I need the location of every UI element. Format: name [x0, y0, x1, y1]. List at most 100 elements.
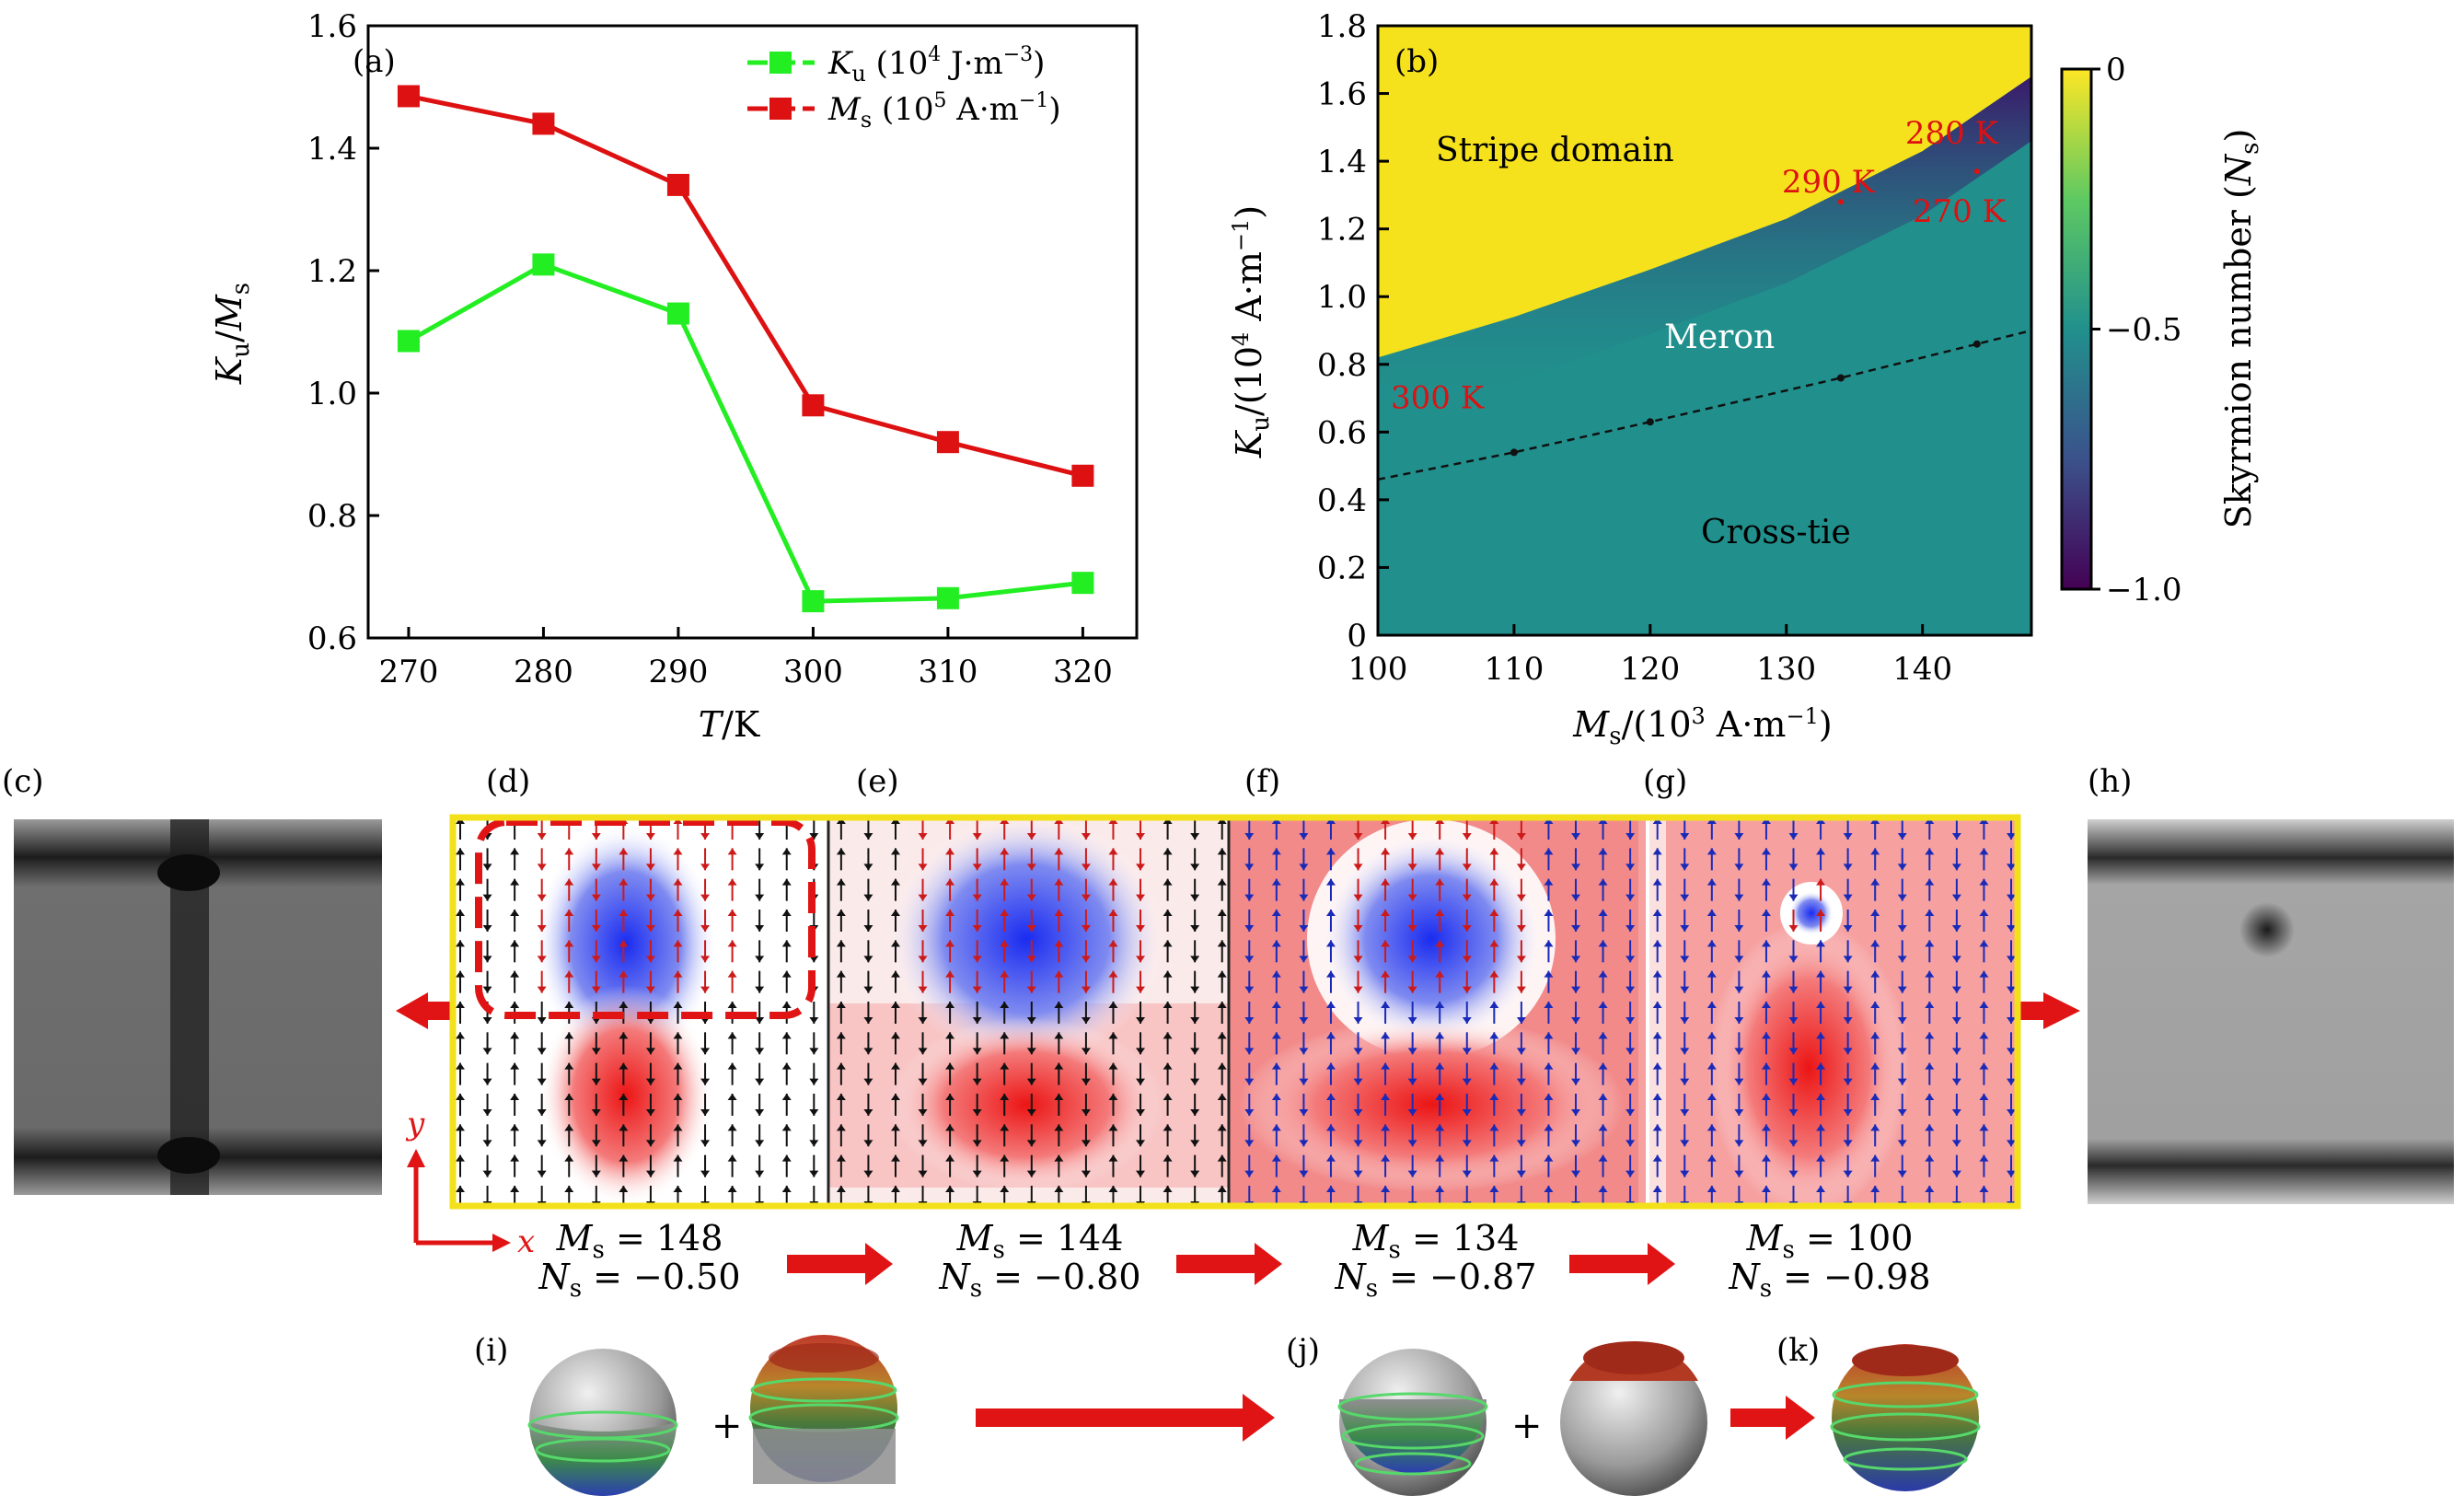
field-arrowhead — [1652, 1062, 1662, 1070]
field-arrowhead — [456, 1032, 465, 1039]
field-arrowhead — [755, 1078, 765, 1085]
field-arrowhead — [1108, 1062, 1118, 1070]
field-arrowhead — [1544, 970, 1554, 978]
field-arrowhead — [1217, 1062, 1227, 1070]
field-arrowhead — [619, 1186, 629, 1192]
field-arrowhead — [1870, 1002, 1880, 1008]
field-arrowhead — [2007, 1170, 2016, 1177]
field-arrowhead — [1462, 864, 1472, 871]
field-arrowhead — [727, 848, 737, 855]
field-arrowhead — [645, 925, 655, 932]
panel-label-e: (e) — [856, 763, 899, 800]
field-arrowhead — [1516, 1170, 1526, 1177]
field-arrowhead — [1299, 1048, 1309, 1055]
field-arrowhead — [564, 970, 574, 978]
b-ytick-label: 0 — [1347, 618, 1367, 655]
field-arrowhead — [1625, 1140, 1636, 1147]
field-arrowhead — [1489, 970, 1499, 978]
field-arrowhead — [700, 833, 711, 840]
field-arrowhead — [1462, 1170, 1472, 1177]
field-arrowhead — [755, 833, 765, 840]
field-arrowhead — [1163, 1124, 1173, 1131]
field-arrowhead — [564, 1032, 574, 1039]
field-arrowhead — [1108, 970, 1118, 978]
field-arrowhead — [1244, 894, 1255, 901]
field-arrowhead — [673, 910, 683, 916]
field-arrowhead — [1870, 970, 1880, 978]
field-arrowhead — [1489, 1094, 1499, 1100]
field-arrowhead — [673, 970, 683, 978]
field-arrowhead — [1325, 1032, 1336, 1039]
field-arrowhead — [836, 848, 846, 855]
a-point-s0-3 — [802, 590, 825, 613]
field-arrowhead — [1571, 1078, 1581, 1085]
a-point-s1-4 — [936, 431, 959, 454]
field-arrowhead — [1680, 894, 1690, 901]
field-arrowhead — [1462, 1048, 1472, 1055]
field-arrowhead — [1108, 1032, 1118, 1039]
field-arrowhead — [945, 1062, 955, 1070]
a-point-s1-2 — [666, 173, 689, 196]
field-arrowhead — [972, 1140, 982, 1147]
field-arrowhead — [1244, 1048, 1255, 1055]
a-point-s0-2 — [666, 302, 689, 325]
field-arrowhead — [836, 1002, 846, 1008]
arrow-f-g — [1569, 1243, 1675, 1285]
field-arrowhead — [918, 894, 928, 901]
field-arrowhead — [1571, 864, 1581, 871]
field-arrowhead — [456, 1094, 465, 1100]
field-arrowhead — [1489, 1124, 1499, 1131]
field-arrowhead — [809, 1078, 819, 1085]
field-arrowhead — [809, 833, 819, 840]
field-arrowhead — [1435, 970, 1445, 978]
field-arrowhead — [1081, 1017, 1091, 1024]
field-arrowhead — [1325, 1154, 1336, 1162]
field-arrowhead — [1816, 848, 1826, 855]
field-arrowhead — [1026, 1048, 1036, 1055]
field-arrowhead — [1979, 848, 1989, 855]
field-arrowhead — [1544, 1032, 1554, 1039]
field-arrowhead — [564, 1186, 574, 1192]
field-arrowhead — [1299, 864, 1309, 871]
field-arrowhead — [1816, 878, 1826, 886]
field-arrowhead — [1190, 894, 1200, 901]
field-arrowhead — [1108, 878, 1118, 886]
field-arrowhead — [1598, 1124, 1608, 1131]
field-arrowhead — [1353, 1109, 1363, 1116]
field-arrowhead — [1516, 833, 1526, 840]
field-arrowhead — [1870, 1032, 1880, 1039]
field-arrowhead — [1870, 910, 1880, 916]
field-arrowhead — [945, 878, 955, 886]
field-arrowhead — [1217, 1032, 1227, 1039]
field-arrowhead — [1489, 1186, 1499, 1192]
field-arrowhead — [1299, 1017, 1309, 1024]
sphere-j-left — [1337, 1349, 1488, 1496]
field-arrowhead — [1190, 1048, 1200, 1055]
field-arrowhead — [1843, 833, 1853, 840]
field-arrowhead — [591, 986, 601, 993]
b-temp-marker — [1837, 199, 1844, 205]
field-arrowhead — [1706, 1154, 1717, 1162]
field-arrowhead — [1026, 833, 1036, 840]
field-arrowhead — [755, 1109, 765, 1116]
field-arrowhead — [1054, 1032, 1064, 1039]
field-arrowhead — [1516, 1140, 1526, 1147]
field-arrowhead — [1979, 1124, 1989, 1131]
field-arrowhead — [1544, 940, 1554, 947]
field-arrowhead — [1897, 833, 1907, 840]
field-arrowhead — [673, 1186, 683, 1192]
field-arrowhead — [1407, 864, 1417, 871]
field-arrowhead — [2007, 1109, 2016, 1116]
field-arrowhead — [1081, 1140, 1091, 1147]
field-arrowhead — [1680, 1078, 1690, 1085]
field-arrowhead — [1353, 1048, 1363, 1055]
field-arrowhead — [1190, 1170, 1200, 1177]
field-arrowhead — [1353, 1170, 1363, 1177]
field-arrowhead — [1598, 1154, 1608, 1162]
field-arrowhead — [863, 864, 873, 871]
field-arrowhead — [1299, 833, 1309, 840]
field-arrowhead — [781, 970, 792, 978]
field-arrowhead — [700, 1048, 711, 1055]
field-arrowhead — [1054, 1186, 1064, 1192]
field-arrowhead — [1734, 1078, 1744, 1085]
